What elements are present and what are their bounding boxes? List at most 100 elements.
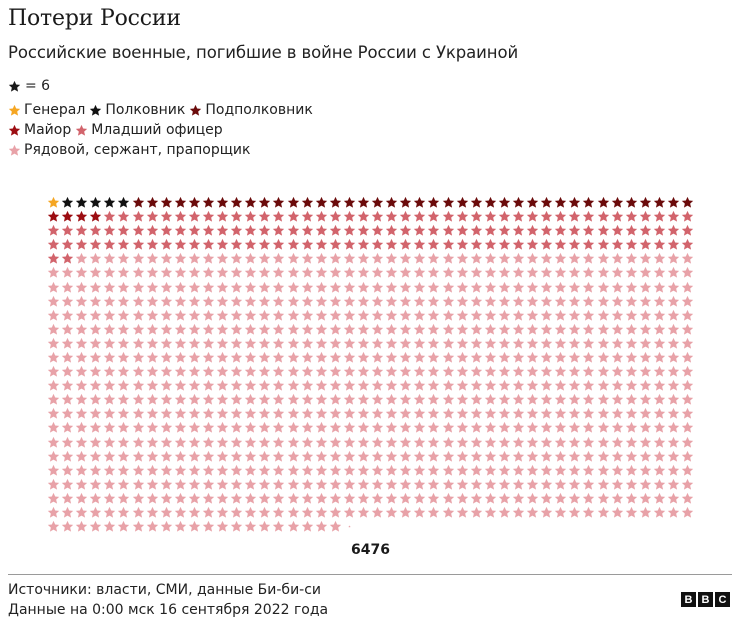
star-icon	[456, 379, 468, 391]
star-icon	[132, 253, 144, 265]
star-icon	[371, 351, 384, 363]
star-icon	[146, 506, 158, 518]
star-icon	[245, 520, 257, 532]
star-icon	[639, 253, 651, 265]
star-icon	[230, 506, 243, 518]
star-icon	[216, 323, 229, 335]
star-icon	[216, 436, 229, 448]
star-icon	[160, 408, 172, 419]
star-icon	[597, 224, 609, 236]
star-icon	[442, 253, 454, 265]
star-icon	[512, 351, 525, 363]
bbc-logo-b1: B	[681, 592, 696, 607]
star-icon	[428, 379, 440, 391]
star-icon	[470, 408, 482, 419]
star-icon	[540, 379, 553, 391]
star-icon	[667, 506, 680, 518]
star-icon	[174, 394, 186, 405]
star-icon	[414, 337, 426, 349]
star-icon	[484, 492, 496, 504]
star-icon	[569, 506, 581, 518]
star-icon	[456, 253, 468, 265]
star-icon	[400, 239, 412, 250]
star-icon	[611, 365, 623, 377]
star-icon	[188, 210, 201, 222]
star-icon	[90, 104, 102, 116]
star-icon	[245, 450, 257, 462]
star-icon	[625, 422, 637, 434]
star-icon	[583, 365, 595, 377]
star-icon	[357, 224, 370, 236]
star-icon	[118, 394, 130, 405]
star-icon	[47, 309, 60, 321]
star-icon	[118, 351, 130, 363]
star-icon	[569, 196, 581, 208]
star-icon	[484, 408, 496, 419]
star-icon	[287, 196, 299, 208]
star-icon	[625, 309, 637, 321]
star-icon	[160, 506, 172, 518]
star-icon	[667, 394, 680, 405]
star-icon	[470, 253, 482, 265]
star-icon	[498, 365, 511, 377]
star-icon	[625, 408, 637, 419]
star-icon	[259, 210, 271, 222]
star-icon	[90, 253, 102, 265]
star-icon	[174, 267, 186, 279]
star-icon	[216, 394, 229, 405]
star-icon	[639, 408, 651, 419]
star-icon	[484, 267, 496, 279]
star-icon	[230, 281, 243, 293]
star-icon	[385, 436, 398, 448]
star-icon	[160, 351, 172, 363]
star-icon	[414, 210, 426, 222]
star-icon	[371, 394, 384, 405]
legend-item-general: Генерал	[8, 100, 85, 120]
star-icon	[597, 295, 609, 307]
star-icon	[639, 506, 651, 518]
star-icon	[104, 196, 116, 208]
star-icon	[287, 492, 299, 504]
star-icon	[287, 478, 299, 490]
star-icon	[61, 394, 74, 405]
star-icon	[569, 436, 581, 448]
star-icon	[667, 436, 680, 448]
star-icon	[611, 492, 623, 504]
star-icon	[555, 295, 567, 307]
star-icon	[47, 210, 60, 222]
star-icon	[132, 337, 144, 349]
legend-label: Полковник	[105, 102, 186, 118]
star-icon	[273, 365, 285, 377]
star-icon	[47, 323, 60, 335]
star-icon	[400, 196, 412, 208]
star-icon	[569, 253, 581, 265]
star-icon	[259, 450, 271, 462]
star-icon	[625, 436, 637, 448]
star-icon	[681, 422, 694, 434]
star-icon	[470, 267, 482, 279]
star-icon	[146, 351, 158, 363]
star-icon	[611, 224, 623, 236]
star-icon	[639, 323, 651, 335]
star-icon	[540, 239, 553, 250]
star-icon	[442, 267, 454, 279]
star-icon	[484, 281, 496, 293]
star-icon	[90, 436, 102, 448]
star-icon	[146, 379, 158, 391]
star-icon	[371, 422, 384, 434]
star-icon	[681, 323, 694, 335]
star-icon	[301, 450, 313, 462]
star-icon	[442, 351, 454, 363]
star-icon	[512, 323, 525, 335]
star-icon	[301, 379, 313, 391]
star-icon	[202, 253, 215, 265]
star-icon	[146, 323, 158, 335]
star-icon	[132, 436, 144, 448]
star-icon	[315, 239, 327, 250]
star-icon	[371, 323, 384, 335]
star-icon	[188, 520, 201, 532]
star-icon	[230, 351, 243, 363]
star-icon	[611, 267, 623, 279]
star-icon	[653, 210, 666, 222]
star-icon	[385, 295, 398, 307]
